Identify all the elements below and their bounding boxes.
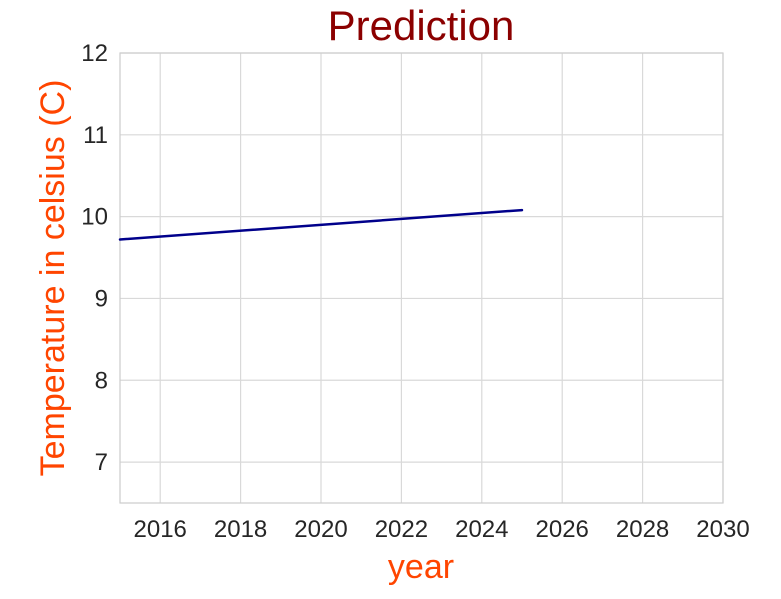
plot-frame xyxy=(119,52,724,504)
x-tick-label: 2022 xyxy=(375,516,428,543)
series-line xyxy=(118,208,524,241)
x-tick-label: 2030 xyxy=(696,516,749,543)
x-tick-label: 2016 xyxy=(134,516,187,543)
y-tick-label: 9 xyxy=(95,285,108,312)
y-tick-label: 10 xyxy=(81,204,108,231)
y-tick-label: 7 xyxy=(95,449,108,476)
y-tick-label: 11 xyxy=(83,122,108,149)
x-tick-labels: 2016 2018 2020 2022 2024 2026 2028 2030 xyxy=(134,516,750,543)
grid-lines xyxy=(120,52,724,503)
y-axis-label: Temperature in celsius (C) xyxy=(34,80,72,477)
y-tick-labels: 7 8 9 10 11 12 xyxy=(81,40,108,476)
x-tick-label: 2020 xyxy=(294,516,347,543)
x-tick-label: 2018 xyxy=(214,516,267,543)
x-tick-label: 2024 xyxy=(455,516,508,543)
chart-title: Prediction xyxy=(328,2,515,49)
series-layer xyxy=(118,208,524,241)
y-tick-label: 12 xyxy=(81,40,108,67)
x-axis-label: year xyxy=(388,548,454,586)
x-tick-label: 2028 xyxy=(616,516,669,543)
x-tick-label: 2026 xyxy=(536,516,589,543)
y-tick-label: 8 xyxy=(95,367,108,394)
